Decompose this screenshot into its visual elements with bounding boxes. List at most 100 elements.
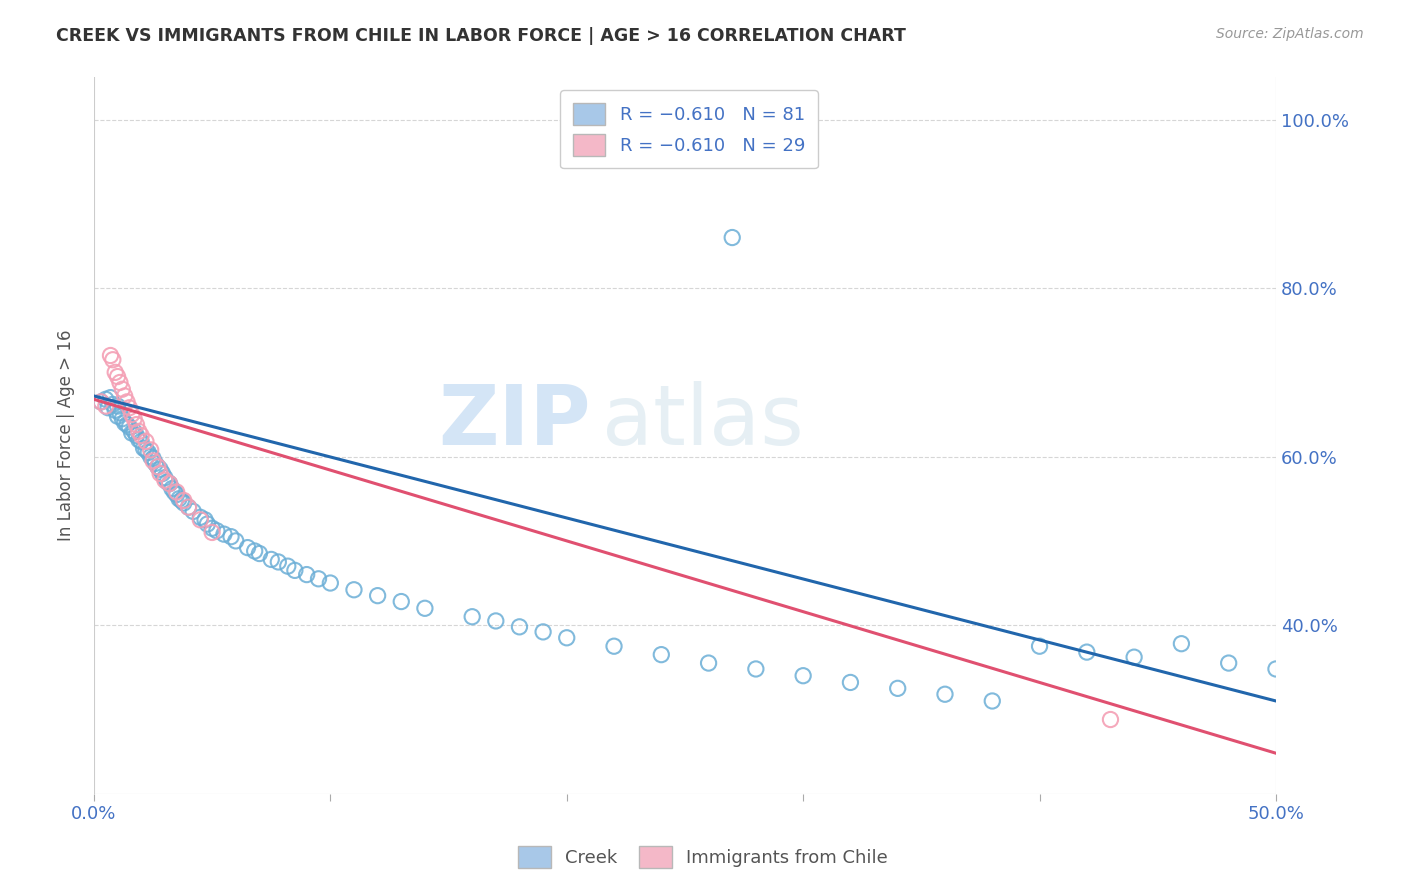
Point bbox=[118, 420, 141, 434]
Point bbox=[90, 395, 112, 409]
Point bbox=[115, 417, 138, 432]
Point bbox=[1170, 637, 1192, 651]
Point bbox=[277, 559, 299, 574]
Point bbox=[650, 648, 672, 662]
Point bbox=[1099, 713, 1122, 727]
Point bbox=[160, 482, 183, 496]
Point bbox=[260, 552, 283, 566]
Point bbox=[114, 416, 136, 430]
Point bbox=[745, 662, 768, 676]
Point bbox=[104, 403, 127, 417]
Point bbox=[128, 433, 150, 447]
Point bbox=[177, 500, 200, 515]
Point bbox=[100, 391, 122, 405]
Point bbox=[508, 620, 530, 634]
Point bbox=[163, 485, 186, 500]
Point bbox=[170, 493, 193, 508]
Point bbox=[149, 462, 172, 476]
Point bbox=[249, 547, 271, 561]
Point bbox=[129, 428, 152, 442]
Point bbox=[173, 493, 195, 508]
Point bbox=[97, 401, 120, 415]
Point bbox=[1123, 650, 1146, 665]
Point bbox=[159, 476, 181, 491]
Point bbox=[212, 527, 235, 541]
Point bbox=[555, 631, 578, 645]
Point bbox=[267, 555, 290, 569]
Legend: R = −0.610   N = 81, R = −0.610   N = 29: R = −0.610 N = 81, R = −0.610 N = 29 bbox=[560, 90, 818, 169]
Point bbox=[125, 417, 148, 432]
Point bbox=[107, 399, 129, 413]
Point bbox=[461, 609, 484, 624]
Point bbox=[100, 349, 122, 363]
Point bbox=[205, 524, 228, 538]
Point bbox=[101, 352, 124, 367]
Point bbox=[114, 389, 136, 403]
Point bbox=[343, 582, 366, 597]
Point bbox=[1218, 656, 1240, 670]
Point bbox=[295, 567, 318, 582]
Point bbox=[142, 454, 165, 468]
Point bbox=[166, 487, 188, 501]
Point bbox=[152, 467, 174, 481]
Point bbox=[197, 516, 219, 531]
Point bbox=[201, 525, 224, 540]
Text: atlas: atlas bbox=[602, 381, 804, 462]
Point bbox=[146, 459, 169, 474]
Point bbox=[934, 687, 956, 701]
Point bbox=[413, 601, 436, 615]
Point bbox=[603, 639, 626, 653]
Point bbox=[1265, 662, 1288, 676]
Point bbox=[145, 456, 167, 470]
Point bbox=[90, 395, 112, 409]
Point bbox=[531, 624, 554, 639]
Point bbox=[485, 614, 508, 628]
Point bbox=[201, 521, 224, 535]
Point bbox=[181, 504, 204, 518]
Y-axis label: In Labor Force | Age > 16: In Labor Force | Age > 16 bbox=[58, 330, 75, 541]
Point bbox=[108, 406, 131, 420]
Point bbox=[122, 425, 145, 439]
Point bbox=[308, 572, 330, 586]
Point bbox=[1076, 645, 1098, 659]
Point bbox=[177, 500, 200, 515]
Point bbox=[118, 401, 141, 415]
Point bbox=[108, 376, 131, 390]
Point bbox=[94, 392, 117, 407]
Point bbox=[122, 411, 145, 425]
Point bbox=[128, 425, 150, 439]
Point bbox=[367, 589, 389, 603]
Point bbox=[94, 399, 117, 413]
Point bbox=[107, 409, 129, 424]
Point bbox=[194, 513, 217, 527]
Point bbox=[159, 476, 181, 491]
Point bbox=[721, 230, 744, 244]
Text: CREEK VS IMMIGRANTS FROM CHILE IN LABOR FORCE | AGE > 16 CORRELATION CHART: CREEK VS IMMIGRANTS FROM CHILE IN LABOR … bbox=[56, 27, 905, 45]
Point bbox=[166, 485, 188, 500]
Point bbox=[107, 369, 129, 384]
Point bbox=[111, 382, 134, 396]
Point bbox=[1028, 639, 1050, 653]
Point bbox=[101, 397, 124, 411]
Point bbox=[153, 471, 176, 485]
Point bbox=[129, 434, 152, 449]
Point bbox=[886, 681, 908, 696]
Text: ZIP: ZIP bbox=[437, 381, 591, 462]
Point bbox=[188, 513, 211, 527]
Point bbox=[139, 450, 162, 464]
Point bbox=[697, 656, 720, 670]
Point bbox=[115, 395, 138, 409]
Point bbox=[121, 408, 143, 422]
Point bbox=[236, 541, 259, 555]
Point bbox=[319, 576, 342, 591]
Point bbox=[149, 467, 172, 481]
Point bbox=[121, 425, 143, 440]
Point bbox=[153, 473, 176, 487]
Point bbox=[104, 365, 127, 379]
Point bbox=[136, 445, 159, 459]
Point bbox=[132, 441, 155, 455]
Point bbox=[389, 594, 412, 608]
Point bbox=[156, 475, 179, 489]
Point bbox=[225, 533, 247, 548]
Legend: Creek, Immigrants from Chile: Creek, Immigrants from Chile bbox=[508, 835, 898, 879]
